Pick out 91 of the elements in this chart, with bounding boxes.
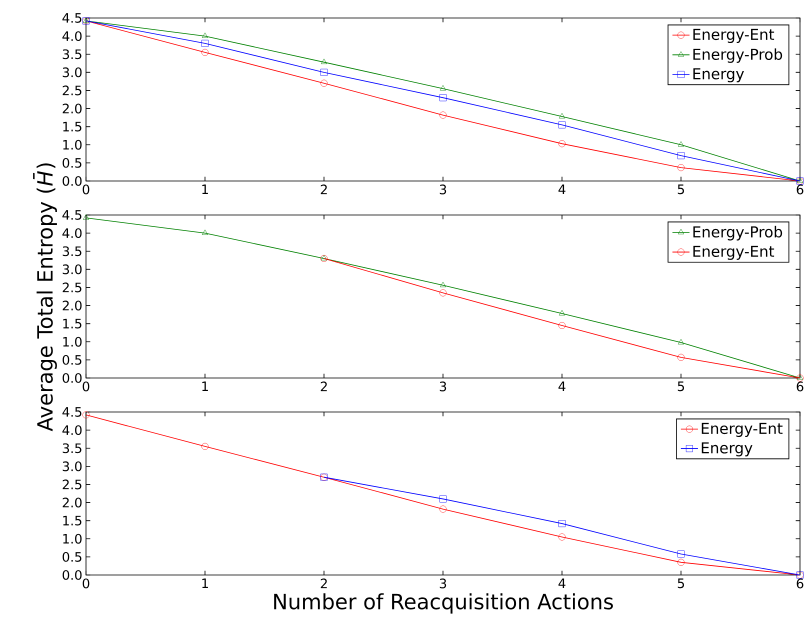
point (678, 558, 684, 566)
x-tick-label: 2 (320, 382, 327, 392)
x-tick-label: 6 (796, 382, 804, 392)
point (440, 506, 446, 513)
point (440, 495, 446, 502)
point (440, 282, 446, 288)
legend-label: Energy-Ent (693, 28, 774, 43)
y-tick-label: 1.0 (63, 534, 82, 544)
x-tick-label: 0 (82, 578, 90, 588)
y-tick-label: 3.0 (62, 461, 82, 472)
legend-label: Energy-Ent (693, 246, 774, 260)
y-tick-label: 2.0 (62, 300, 82, 310)
point (320, 80, 328, 87)
y-tick-label: 1.0 (63, 336, 82, 347)
y-tick-label: 3.5 (62, 246, 82, 256)
x-tick-label: 1 (202, 578, 208, 588)
x-tick-label: 6 (796, 184, 804, 194)
x-tick-label: 2 (320, 184, 327, 194)
y-tick-label: 2.5 (62, 480, 82, 490)
y-tick-label: 1.5 (63, 318, 82, 329)
y-tick-label: 0.0 (62, 373, 82, 383)
point (678, 164, 684, 172)
point (558, 310, 566, 316)
y-tick-label: 0.0 (62, 176, 82, 186)
point (320, 58, 328, 64)
point (558, 322, 566, 329)
point (678, 354, 684, 361)
x-tick-label: 3 (440, 578, 446, 588)
x-tick-label: 1 (202, 184, 208, 194)
y-tick-label: 2.0 (62, 498, 82, 508)
point (440, 112, 446, 119)
x-tick-label: 4 (558, 382, 566, 392)
point (202, 442, 208, 450)
y-tick-label: 4.0 (62, 228, 82, 238)
legend-label: Energy-Prob (693, 226, 782, 240)
y-tick-label: 2.5 (62, 282, 82, 292)
y-tick-label: 4.0 (62, 425, 82, 436)
point (440, 289, 446, 296)
point (202, 230, 208, 235)
point (202, 32, 208, 38)
y-tick-label: 0.0 (62, 570, 82, 580)
x-tick-label: 0 (82, 184, 90, 194)
y-tick-label: 2.5 (62, 86, 82, 96)
y-tick-label: 0.5 (62, 354, 82, 365)
point (678, 550, 684, 558)
point (82, 214, 90, 220)
y-tick-label: 4.0 (62, 31, 82, 42)
y-tick-label: 4.5 (62, 210, 82, 220)
y-tick-label: 1.5 (63, 516, 82, 526)
y-tick-label: 4.5 (62, 407, 82, 417)
x-tick-label: 5 (678, 184, 684, 194)
point (558, 520, 566, 528)
point (82, 411, 90, 418)
y-tick-label: 3.5 (62, 49, 82, 60)
point (678, 141, 684, 147)
point (678, 339, 684, 344)
point (320, 68, 328, 76)
x-tick-label: 0 (82, 382, 90, 392)
point (558, 140, 566, 148)
y-tick-label: 3.0 (62, 264, 82, 274)
x-tick-label: 5 (678, 382, 684, 392)
point (440, 85, 446, 90)
y-tick-label: 1.5 (63, 122, 82, 132)
point (678, 152, 684, 160)
y-tick-label: 3.0 (62, 67, 82, 78)
x-axis-title: Number of Reacquisition Actions (274, 593, 613, 614)
y-tick-label: 1.0 (63, 140, 82, 150)
legend-label: Energy (702, 442, 752, 456)
x-tick-label: 1 (202, 382, 208, 392)
legend-label: Energy (693, 68, 744, 82)
x-tick-label: 6 (796, 578, 804, 588)
x-tick-label: 3 (440, 184, 446, 194)
point (558, 121, 566, 128)
legend-label: Energy-Prob (693, 48, 782, 63)
x-tick-label: 4 (558, 578, 566, 588)
x-tick-label: 2 (320, 578, 327, 588)
y-tick-label: 2.0 (62, 104, 82, 114)
legend-label: Energy-Ent (702, 422, 783, 437)
y-tick-label: 0.5 (62, 158, 82, 168)
y-tick-label: 3.5 (62, 443, 82, 454)
y-tick-label: 0.5 (62, 552, 82, 562)
x-tick-label: 5 (678, 578, 684, 588)
x-tick-label: 4 (558, 184, 566, 194)
y-axis-title: Average Total Entropy (H̄) (33, 163, 57, 432)
point (440, 94, 446, 102)
point (202, 48, 208, 56)
x-tick-label: 3 (440, 382, 446, 392)
y-tick-label: 4.5 (62, 13, 82, 23)
point (202, 40, 208, 47)
point (558, 533, 566, 540)
point (558, 113, 566, 118)
